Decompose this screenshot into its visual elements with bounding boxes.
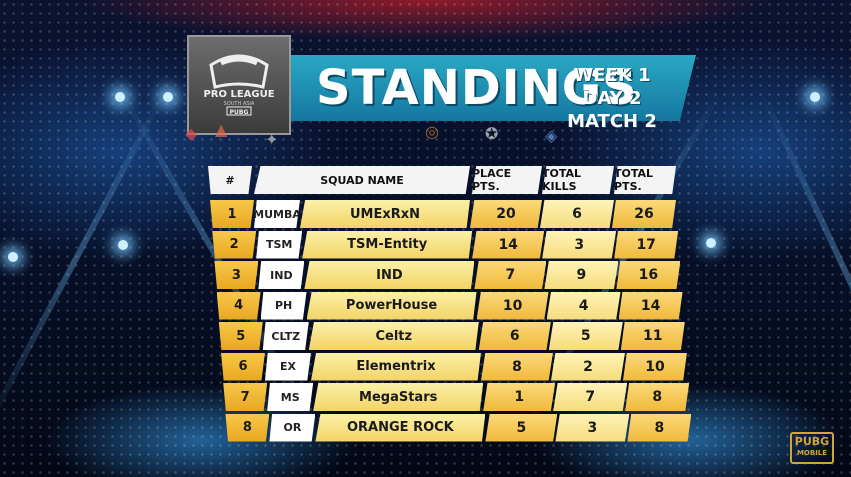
total-pts-cell: 26: [612, 200, 676, 228]
place-pts-cell: 14: [472, 230, 545, 259]
total-pts-cell: 17: [614, 230, 679, 259]
column-header-kills: TOTAL KILLS: [542, 166, 614, 194]
total-pts-cell: 16: [616, 261, 681, 289]
team-logo-icon: MUMBA: [253, 207, 301, 221]
total-kills-cell: 3: [555, 413, 630, 442]
rank-cell: 5: [218, 322, 263, 350]
team-logo-icon: CLTZ: [271, 329, 301, 343]
total-pts-cell: 11: [620, 322, 685, 350]
place-pts-cell: 7: [474, 261, 547, 289]
team-logo-cell: MS: [267, 383, 314, 411]
team-logo-icon: ◎: [425, 122, 439, 141]
svg-text:PUBG: PUBG: [230, 109, 249, 116]
team-logo-cell: MUMBA: [254, 200, 300, 228]
place-pts-cell: 8: [481, 352, 553, 381]
total-pts-cell: 10: [623, 352, 687, 381]
match-label: MATCH 2: [567, 111, 657, 132]
total-pts-cell: 8: [627, 413, 692, 442]
stage-lamp: [163, 92, 173, 102]
stage-lamp: [118, 240, 128, 250]
column-header-squad: SQUAD NAME: [254, 166, 470, 194]
team-logo-icon: EX: [280, 360, 296, 373]
total-kills-cell: 3: [542, 230, 617, 259]
team-logo-icon: TSM: [266, 238, 293, 251]
place-pts-cell: 10: [476, 291, 549, 320]
rank-cell: 3: [214, 261, 259, 289]
total-kills-cell: 9: [544, 261, 619, 289]
rank-cell: 2: [212, 230, 257, 259]
squad-name-cell: MegaStars: [313, 383, 484, 411]
place-pts-cell: 1: [483, 383, 556, 411]
total-kills-cell: 7: [553, 383, 628, 411]
place-pts-cell: 6: [478, 322, 551, 350]
team-logo-icon: ✪: [485, 124, 499, 143]
team-logo-cell: CLTZ: [262, 322, 309, 350]
team-logo-icon: IND: [270, 268, 293, 282]
team-logo-icon: MS: [280, 390, 300, 404]
squad-name-cell: IND: [304, 261, 475, 289]
stage-lamp: [706, 238, 716, 248]
squad-name-cell: PowerHouse: [306, 291, 477, 320]
week-day-label: WEEK 1 DAY 2: [573, 65, 651, 109]
rank-cell: 1: [210, 200, 254, 228]
team-logo-wall: ◆ ▲ ✦ ◎ ✪ ◈: [185, 120, 685, 168]
title-banner: [291, 55, 696, 121]
svg-text:SOUTH ASIA: SOUTH ASIA: [224, 101, 255, 107]
stage-lamp: [115, 92, 125, 102]
team-logo-cell: EX: [265, 352, 311, 381]
team-logo-icon: OR: [283, 421, 302, 434]
team-logo-icon: ◈: [545, 126, 558, 145]
squad-name-cell: Elementrix: [311, 352, 481, 381]
pro-league-logo: PRO LEAGUE SOUTH ASIA PUBG: [187, 35, 291, 135]
svg-text:PRO LEAGUE: PRO LEAGUE: [203, 89, 274, 100]
match-info: WEEK 1 DAY 2 MATCH 2: [552, 64, 672, 133]
total-kills-cell: 6: [540, 200, 614, 228]
team-logo-cell: OR: [269, 413, 316, 442]
team-logo-cell: PH: [260, 291, 307, 320]
column-header-place-pts: PLACE PTS.: [472, 166, 542, 194]
rank-cell: 6: [221, 352, 265, 381]
place-pts-cell: 20: [470, 200, 542, 228]
rank-cell: 7: [223, 383, 268, 411]
total-kills-cell: 4: [546, 291, 621, 320]
total-kills-cell: 2: [551, 352, 625, 381]
pubg-mobile-logo: PUBG MOBILE: [790, 432, 834, 464]
column-header-total: TOTAL PTS.: [614, 166, 676, 194]
squad-name-cell: UMExRxN: [300, 200, 470, 228]
squad-name-cell: ORANGE ROCK: [315, 413, 486, 442]
squad-name-cell: TSM-Entity: [302, 230, 473, 259]
rank-cell: 8: [225, 413, 270, 442]
team-logo-cell: TSM: [256, 230, 303, 259]
total-pts-cell: 14: [618, 291, 683, 320]
stage-lamp: [8, 252, 18, 262]
team-logo-icon: PH: [274, 299, 293, 312]
total-kills-cell: 5: [548, 322, 623, 350]
page-title: STANDINGS: [316, 60, 638, 116]
place-pts-cell: 5: [485, 413, 558, 442]
rank-cell: 4: [216, 291, 261, 320]
team-logo-icon: ◆: [185, 124, 198, 143]
stage-lamp: [810, 92, 820, 102]
total-pts-cell: 8: [625, 383, 690, 411]
team-logo-cell: IND: [258, 261, 305, 289]
team-logo-icon: ✦: [265, 130, 279, 149]
pro-league-emblem-icon: PRO LEAGUE SOUTH ASIA PUBG: [203, 54, 275, 116]
team-logo-icon: ▲: [215, 120, 228, 139]
column-header-rank: #: [208, 166, 252, 194]
squad-name-cell: Celtz: [308, 322, 479, 350]
